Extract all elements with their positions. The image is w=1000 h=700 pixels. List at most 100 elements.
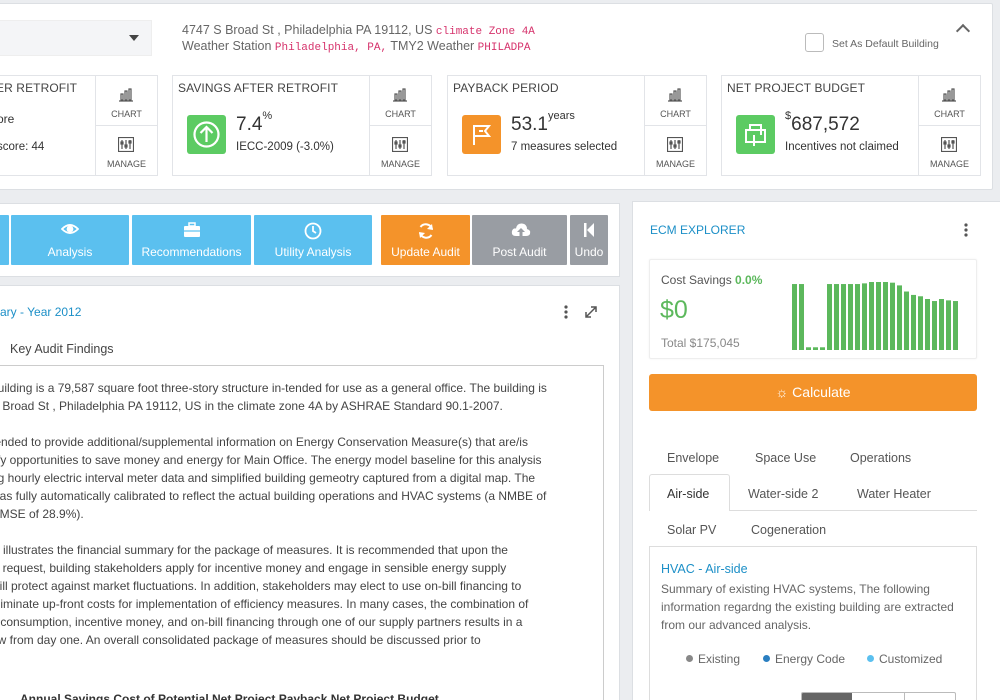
ecm-explorer-title: ECM EXPLORER (650, 223, 746, 237)
sliders-icon (392, 137, 408, 152)
metric-subtitle: IECC-2009 (-3.0%) (236, 141, 334, 153)
cost-savings-label: Cost Savings 0.0% (661, 273, 763, 287)
flag-icon (462, 115, 501, 154)
metric-title: PAYBACK PERIOD (453, 81, 559, 95)
utility-analysis-button[interactable]: Utility Analysis (254, 215, 372, 265)
sliders-icon (118, 137, 134, 152)
tmy-label: TMY2 Weather (390, 39, 475, 53)
post-audit-button[interactable]: Post Audit (472, 215, 567, 265)
arrow-up-icon (187, 115, 226, 154)
bar-chart-icon (942, 88, 956, 102)
kebab-menu-icon[interactable] (563, 305, 569, 322)
metric-value: 7.4% (236, 110, 273, 135)
default-building-label: Set As Default Building (832, 38, 939, 50)
legend-existing: Existing (686, 652, 740, 666)
chart-button[interactable]: CHART (919, 76, 980, 126)
recommendations-button[interactable]: Recommendations (132, 215, 251, 265)
hvac-air-side-card (649, 546, 977, 700)
tab-space-use[interactable]: Space Use (755, 451, 817, 465)
report-paragraph-3: w illustrates the financial summary for … (0, 543, 529, 647)
building-address: 4747 S Broad St , Philadelphia PA 19112,… (182, 23, 433, 37)
sliders-icon (667, 137, 683, 152)
spark-bar (953, 301, 958, 350)
cost-savings-total: Total $175,045 (661, 336, 740, 350)
eye-icon (61, 224, 79, 234)
tab-divider (730, 510, 977, 511)
spark-bar (918, 296, 923, 350)
chart-button[interactable]: CHART (96, 76, 157, 126)
manage-button[interactable]: MANAGE (370, 126, 431, 175)
calculate-button[interactable]: ☼ Calculate (649, 374, 977, 411)
metric-subtitle: 7 measures selected (511, 141, 618, 153)
metric-line1: ore (0, 112, 15, 126)
spark-bar (834, 284, 839, 350)
cost-savings-value: $0 (660, 296, 688, 324)
metric-title: ER RETROFIT (0, 81, 78, 95)
spark-bar (820, 347, 825, 350)
chart-button[interactable]: CHART (370, 76, 431, 126)
metric-title: SAVINGS AFTER RETROFIT (178, 81, 338, 95)
tab-water-heater[interactable]: Water Heater (857, 487, 931, 501)
spark-bar (939, 299, 944, 350)
spark-bar (792, 284, 797, 350)
tab-operations[interactable]: Operations (850, 451, 912, 465)
savings-sparkline-chart (792, 282, 958, 350)
bar-chart-icon (668, 88, 682, 102)
skip-back-icon (584, 223, 594, 237)
report-paragraph-1: building is a 79,587 square foot three-s… (0, 381, 547, 413)
bar-chart-icon (119, 88, 133, 102)
manage-button[interactable]: MANAGE (645, 126, 706, 175)
cost-savings-percent: 0.0% (735, 273, 763, 287)
update-audit-button[interactable]: Update Audit (381, 215, 470, 265)
spark-bar (813, 347, 818, 350)
spark-bar (883, 282, 888, 350)
tab-cogeneration[interactable]: Cogeneration (751, 523, 827, 537)
spark-bar (827, 284, 832, 350)
kebab-menu-icon[interactable] (963, 223, 969, 240)
chart-button[interactable]: CHART (645, 76, 706, 126)
spark-bar (869, 282, 874, 350)
spark-bar (946, 300, 951, 350)
building-select[interactable] (0, 20, 152, 56)
tab-air-side[interactable] (649, 474, 730, 511)
legend-energy-code: Energy Code (763, 652, 845, 666)
analysis-button[interactable]: Analysis (11, 215, 129, 265)
manage-button[interactable]: MANAGE (96, 126, 157, 175)
expand-icon[interactable] (584, 305, 598, 322)
tab-water-side-2[interactable]: Water-side 2 (748, 487, 819, 501)
spark-bar (806, 347, 811, 350)
spark-bar (841, 284, 846, 350)
clock-icon (304, 222, 322, 240)
default-building-checkbox[interactable] (805, 33, 824, 52)
weather-station-label: Weather Station (182, 39, 272, 53)
spark-bar (890, 282, 895, 350)
hvac-description: Summary of existing HVAC systems, The fo… (661, 582, 954, 632)
report-text-area[interactable]: building is a 79,587 square foot three-s… (0, 365, 604, 700)
tmy-station: PHILADPA (477, 42, 531, 54)
bar-chart-icon (393, 88, 407, 102)
sliders-icon (941, 137, 957, 152)
tab-key-audit-findings[interactable]: Key Audit Findings (10, 342, 114, 356)
report-title: ary - Year 2012 (0, 305, 82, 319)
spark-bar (897, 285, 902, 350)
tab-air-side-label[interactable]: Air-side (667, 487, 710, 501)
metric-value: $687,572 (785, 110, 860, 135)
manage-button[interactable]: MANAGE (919, 126, 980, 175)
segmented-control[interactable] (801, 692, 956, 700)
undo-button[interactable]: Undo (570, 215, 608, 265)
metric-title: NET PROJECT BUDGET (727, 81, 866, 95)
spark-bar (911, 294, 916, 350)
tab-solar-pv[interactable]: Solar PV (667, 523, 717, 537)
metric-payback: PAYBACK PERIOD 53.1years 7 measures sele… (447, 75, 707, 176)
spark-bar (855, 284, 860, 350)
certificate-icon (736, 115, 775, 154)
spark-bar (932, 301, 937, 350)
metric-savings: SAVINGS AFTER RETROFIT 7.4% IECC-2009 (-… (172, 75, 432, 176)
metric-line2: score: 44 (0, 141, 45, 153)
tab-envelope[interactable]: Envelope (667, 451, 720, 465)
metric-value: 53.1years (511, 110, 575, 135)
toolbar-button-partial[interactable] (0, 215, 9, 265)
briefcase-icon (183, 222, 200, 237)
weather-station: Philadelphia, PA, (274, 42, 388, 54)
spark-bar (799, 284, 804, 350)
